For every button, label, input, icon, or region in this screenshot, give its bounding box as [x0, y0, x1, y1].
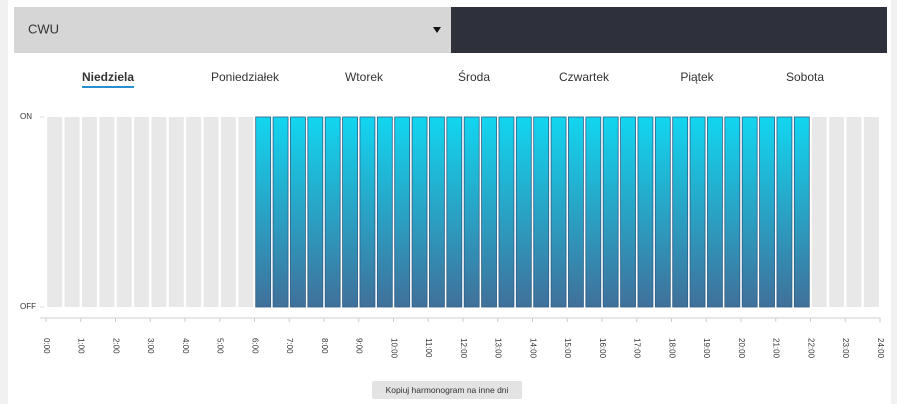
- x-tick-label: 24:00: [876, 338, 885, 359]
- slot-background[interactable]: [203, 117, 219, 307]
- schedule-bar: [585, 116, 602, 308]
- slot-background[interactable]: [116, 117, 132, 307]
- schedule-bar: [359, 116, 376, 308]
- schedule-bar: [602, 116, 619, 308]
- day-tab[interactable]: Niedziela: [82, 70, 134, 84]
- dark-panel: [451, 7, 887, 53]
- day-tab[interactable]: Sobota: [786, 70, 824, 84]
- schedule-bar: [568, 116, 584, 308]
- schedule-bar: [463, 116, 480, 308]
- schedule-bar: [429, 116, 445, 308]
- slot-background[interactable]: [846, 117, 862, 307]
- schedule-bar: [654, 116, 671, 308]
- slot-background[interactable]: [863, 117, 879, 307]
- slot-background[interactable]: [64, 117, 80, 307]
- schedule-bar: [672, 116, 689, 308]
- copy-button[interactable]: [372, 381, 522, 399]
- schedule-bar: [255, 116, 272, 308]
- x-tick-label: 20:00: [737, 338, 746, 359]
- schedule-bar: [776, 116, 793, 308]
- slot-background[interactable]: [168, 117, 184, 307]
- schedule-bar: [290, 116, 306, 308]
- x-tick-label: 22:00: [806, 338, 815, 359]
- y-tick-label: OFF: [20, 302, 36, 311]
- x-tick-label: 21:00: [772, 338, 781, 359]
- slot-background[interactable]: [134, 117, 150, 307]
- schedule-bar: [324, 116, 341, 308]
- x-tick-label: 10:00: [389, 338, 398, 359]
- slot-background[interactable]: [151, 117, 167, 307]
- x-tick-label: 16:00: [598, 338, 607, 359]
- x-tick-label: 0:00: [42, 338, 51, 354]
- copy-button-label: Kopiuj harmonogram na inne dni: [386, 385, 509, 395]
- x-tick-label: 3:00: [146, 338, 155, 354]
- schedule-bar: [515, 116, 532, 308]
- schedule-bar: [376, 116, 393, 308]
- schedule-bar: [741, 116, 758, 308]
- x-tick-label: 18:00: [667, 338, 676, 359]
- x-tick-label: 2:00: [111, 338, 120, 354]
- schedule-bar: [498, 116, 515, 308]
- day-tab[interactable]: Środa: [458, 69, 490, 84]
- x-tick-label: 5:00: [216, 338, 225, 354]
- x-tick-label: 6:00: [250, 338, 259, 354]
- schedule-bar: [533, 116, 550, 308]
- x-tick-label: 15:00: [563, 338, 572, 359]
- schedule-bar: [481, 116, 497, 308]
- schedule-bar: [620, 116, 636, 308]
- schedule-bar: [411, 116, 428, 308]
- y-tick-label: ON: [20, 112, 32, 121]
- schedule-bar: [342, 116, 358, 308]
- schedule-bar: [272, 116, 289, 308]
- slot-background[interactable]: [238, 117, 254, 307]
- slot-background[interactable]: [811, 117, 827, 307]
- slot-background[interactable]: [829, 117, 845, 307]
- schedule-bar: [394, 116, 411, 308]
- x-tick-label: 4:00: [181, 338, 190, 354]
- dropdown[interactable]: [14, 7, 451, 53]
- schedule-bar: [689, 116, 706, 308]
- x-tick-label: 19:00: [702, 338, 711, 359]
- slot-background[interactable]: [47, 117, 63, 307]
- x-tick-label: 11:00: [424, 338, 433, 358]
- day-tab[interactable]: Wtorek: [345, 70, 384, 84]
- x-tick-label: 17:00: [633, 338, 642, 359]
- day-tab[interactable]: Czwartek: [559, 70, 610, 84]
- x-tick-label: 14:00: [528, 338, 537, 359]
- schedule-bar: [446, 116, 463, 308]
- schedule-bar: [550, 116, 567, 308]
- x-tick-label: 7:00: [285, 338, 294, 354]
- x-tick-label: 8:00: [320, 338, 329, 354]
- x-tick-label: 9:00: [355, 338, 364, 354]
- x-tick-label: 1:00: [77, 338, 86, 354]
- slot-background[interactable]: [81, 117, 97, 307]
- schedule-bar: [724, 116, 741, 308]
- slot-background[interactable]: [99, 117, 115, 307]
- schedule-bar: [793, 116, 810, 308]
- slot-background[interactable]: [220, 117, 236, 307]
- dropdown-arrow: [433, 27, 441, 33]
- x-tick-label: 12:00: [459, 338, 468, 359]
- schedule-bar: [707, 116, 723, 308]
- day-tab[interactable]: Poniedziałek: [211, 70, 280, 84]
- schedule-bar: [759, 116, 775, 308]
- day-tab[interactable]: Piątek: [680, 70, 714, 84]
- dropdown-value: CWU: [28, 21, 59, 36]
- schedule-bar: [637, 116, 654, 308]
- x-tick-label: 23:00: [841, 338, 850, 359]
- x-tick-label: 13:00: [494, 338, 503, 359]
- schedule-bar: [307, 116, 324, 308]
- slot-background[interactable]: [186, 117, 202, 307]
